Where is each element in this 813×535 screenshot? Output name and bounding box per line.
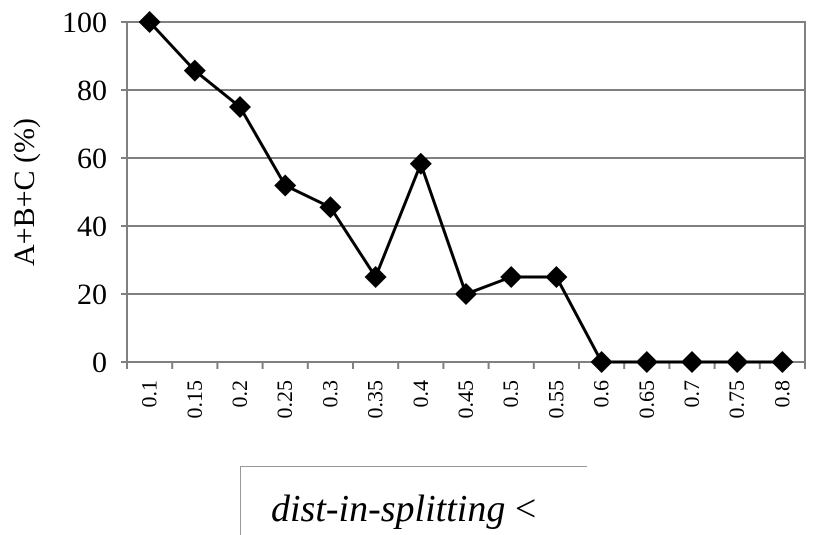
gridlines <box>121 21 805 363</box>
x-tick-labels: 0.1 0.15 0.2 0.25 0.3 0.35 0.4 0.45 0.5 0.55 0.6 0.… <box>137 380 795 419</box>
data-point <box>319 196 342 219</box>
data-point <box>545 266 568 288</box>
x-tick-label: 0.4 <box>408 380 433 408</box>
data-point <box>771 351 794 373</box>
y-tick-label: 40 <box>77 210 107 243</box>
x-tick-label: 0.55 <box>543 380 568 419</box>
data-point <box>229 96 251 118</box>
x-tick-label: 0.35 <box>363 380 388 419</box>
y-tick-label: 100 <box>62 6 107 39</box>
data-point <box>455 283 477 305</box>
data-point <box>138 11 161 33</box>
x-tick-label: 0.8 <box>769 380 794 408</box>
plot-frame <box>126 21 806 363</box>
data-point <box>681 351 703 373</box>
x-tick-label: 0.75 <box>724 380 749 419</box>
x-tick-label: 0.45 <box>453 380 478 419</box>
x-axis-label: dist-in-splitting < <box>271 487 536 531</box>
y-axis-label: A+B+C (%) <box>8 118 41 266</box>
y-tick-labels: 0 20 40 60 80 100 <box>62 6 107 379</box>
series-line <box>148 20 783 364</box>
x-tick-label: 0.6 <box>589 380 614 408</box>
x-tick-label: 0.7 <box>679 380 704 408</box>
y-tick-label: 20 <box>77 278 107 311</box>
data-point <box>590 351 613 373</box>
data-point <box>500 266 523 288</box>
y-tick-label: 80 <box>77 74 107 107</box>
data-point <box>635 351 658 373</box>
x-tick-label: 0.65 <box>634 380 659 419</box>
x-tick-label: 0.5 <box>498 380 523 408</box>
data-point <box>274 174 297 197</box>
x-tick-marks <box>126 362 806 369</box>
x-tick-label: 0.3 <box>317 380 342 408</box>
data-point <box>409 152 432 175</box>
x-tick-label: 0.1 <box>137 380 162 408</box>
y-tick-label: 0 <box>92 346 107 379</box>
data-point <box>364 266 387 288</box>
x-tick-label: 0.25 <box>272 380 297 419</box>
y-tick-label: 60 <box>77 142 107 175</box>
x-tick-label: 0.15 <box>182 380 207 419</box>
data-markers <box>138 11 794 373</box>
x-tick-label: 0.2 <box>227 380 252 408</box>
data-point <box>183 59 206 82</box>
x-axis-label-italic: dist-in-splitting <box>271 488 506 530</box>
data-point <box>726 351 749 373</box>
x-axis-label-box: dist-in-splitting < <box>240 466 587 535</box>
x-axis-label-suffix: < <box>505 488 537 530</box>
